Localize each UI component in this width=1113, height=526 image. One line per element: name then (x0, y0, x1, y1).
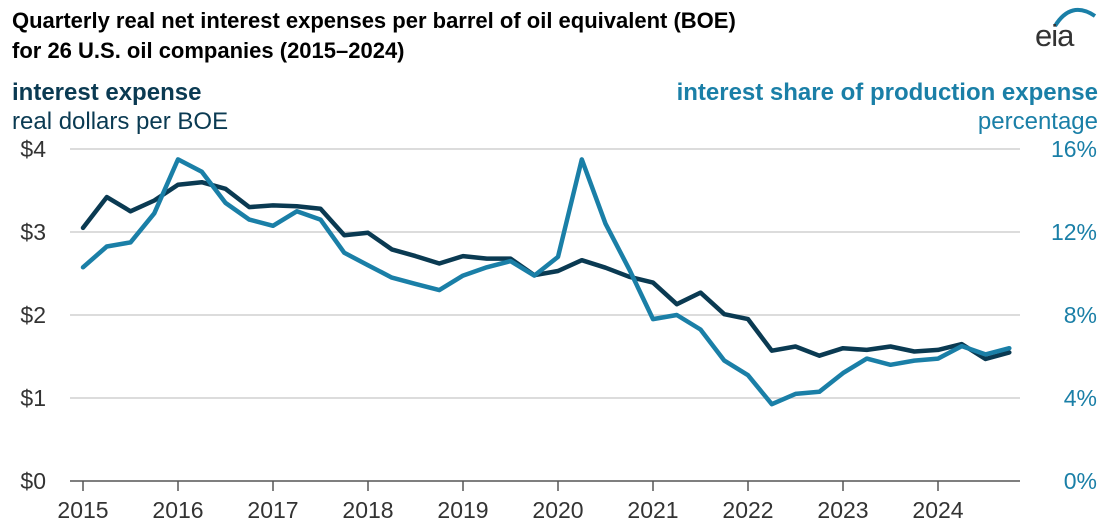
eia-logo: eia (1031, 7, 1097, 53)
left-tick-label: $0 (20, 468, 46, 494)
x-tick-label: 2024 (912, 497, 963, 523)
right-axis-subtitle: percentage (977, 108, 1098, 135)
chart-title: Quarterly real net interest expenses per… (12, 6, 972, 66)
x-tick-label: 2017 (247, 497, 298, 523)
x-tick-label: 2019 (437, 497, 488, 523)
logo-text: eia (1035, 18, 1074, 53)
x-tick-label: 2015 (57, 497, 108, 523)
x-tick-label: 2022 (722, 497, 773, 523)
interest-expense-line (80, 179, 1012, 362)
title-line-1: Quarterly real net interest expenses per… (12, 8, 736, 33)
left-tick-label: $1 (20, 385, 46, 411)
left-tick-label: $2 (20, 302, 46, 328)
x-tick-label: 2020 (532, 497, 583, 523)
x-tick-label: 2018 (342, 497, 393, 523)
left-axis-title: interest expense (12, 79, 202, 106)
left-tick-label: $4 (20, 136, 46, 162)
left-axis-subtitle: real dollars per BOE (12, 108, 229, 135)
right-tick-label: 0% (1064, 468, 1097, 494)
logo-arc-icon (1053, 7, 1097, 28)
title-line-2: for 26 U.S. oil companies (2015–2024) (12, 38, 405, 63)
right-tick-label: 4% (1064, 385, 1097, 411)
right-axis-title: interest share of production expense (676, 79, 1098, 106)
x-tick-label: 2021 (627, 497, 678, 523)
left-tick-label: $3 (20, 219, 46, 245)
interest-share-line (80, 157, 1012, 407)
right-tick-label: 12% (1051, 219, 1097, 245)
x-tick-label: 2016 (152, 497, 203, 523)
right-tick-label: 16% (1051, 136, 1097, 162)
x-tick-label: 2023 (817, 497, 868, 523)
right-tick-label: 8% (1064, 302, 1097, 328)
